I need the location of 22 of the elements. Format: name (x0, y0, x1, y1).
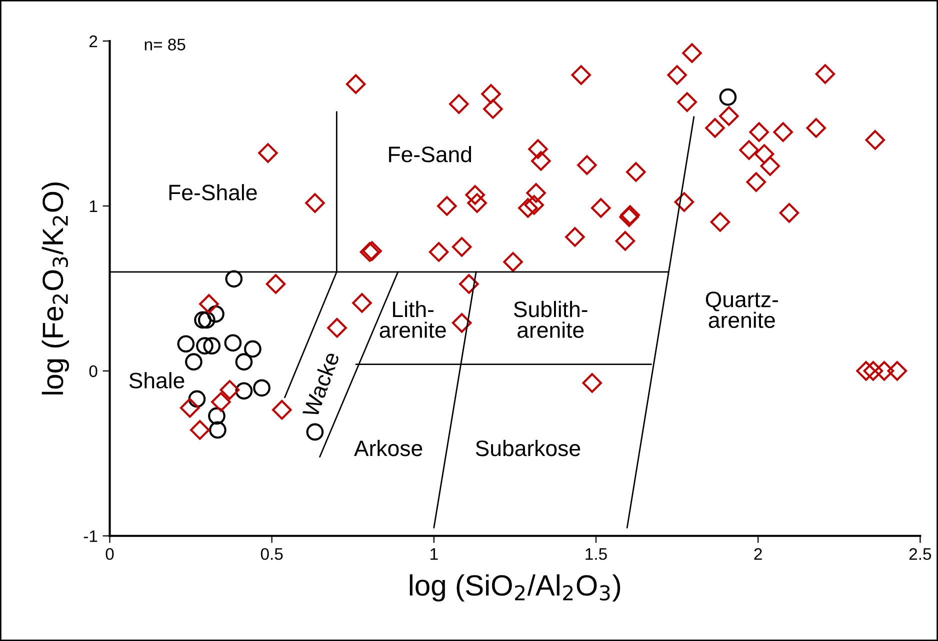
x-tick-label: 0 (106, 548, 114, 560)
annotation: Shale (129, 372, 184, 388)
x-axis-title: log (SiO$_{2}$/Al$_{2}$O$_{3}$) (410, 574, 620, 602)
y-tick-label: 0 (89, 365, 98, 378)
y-tick-label: 2 (90, 35, 98, 48)
x-tick-label: 0.5 (260, 548, 283, 560)
annotation: Fe-Sand (389, 146, 472, 162)
annotation: Lith- arenite (380, 300, 446, 338)
x-tick-label: 2 (754, 548, 762, 560)
y-tick-label: -1 (84, 530, 98, 542)
annotation: Wacke (302, 350, 340, 418)
y-axis-title: log (Fe$_{2}$O$_{3}$/K$_{2}$O) (42, 182, 70, 394)
annotation: Quartz- arenite (706, 292, 778, 328)
annotation: Subarkose (476, 440, 580, 456)
x-tick-label: 1.5 (586, 548, 607, 560)
annotation: Fe-Shale (169, 184, 257, 200)
x-tick-label: 1 (430, 548, 438, 560)
annotation: Arkose (354, 440, 422, 456)
annotation: Sublith- arenite (514, 300, 588, 338)
annotation: n= 85 (144, 38, 186, 50)
y-tick-label: 1 (90, 200, 98, 212)
x-tick-label: 2.5 (909, 548, 932, 560)
